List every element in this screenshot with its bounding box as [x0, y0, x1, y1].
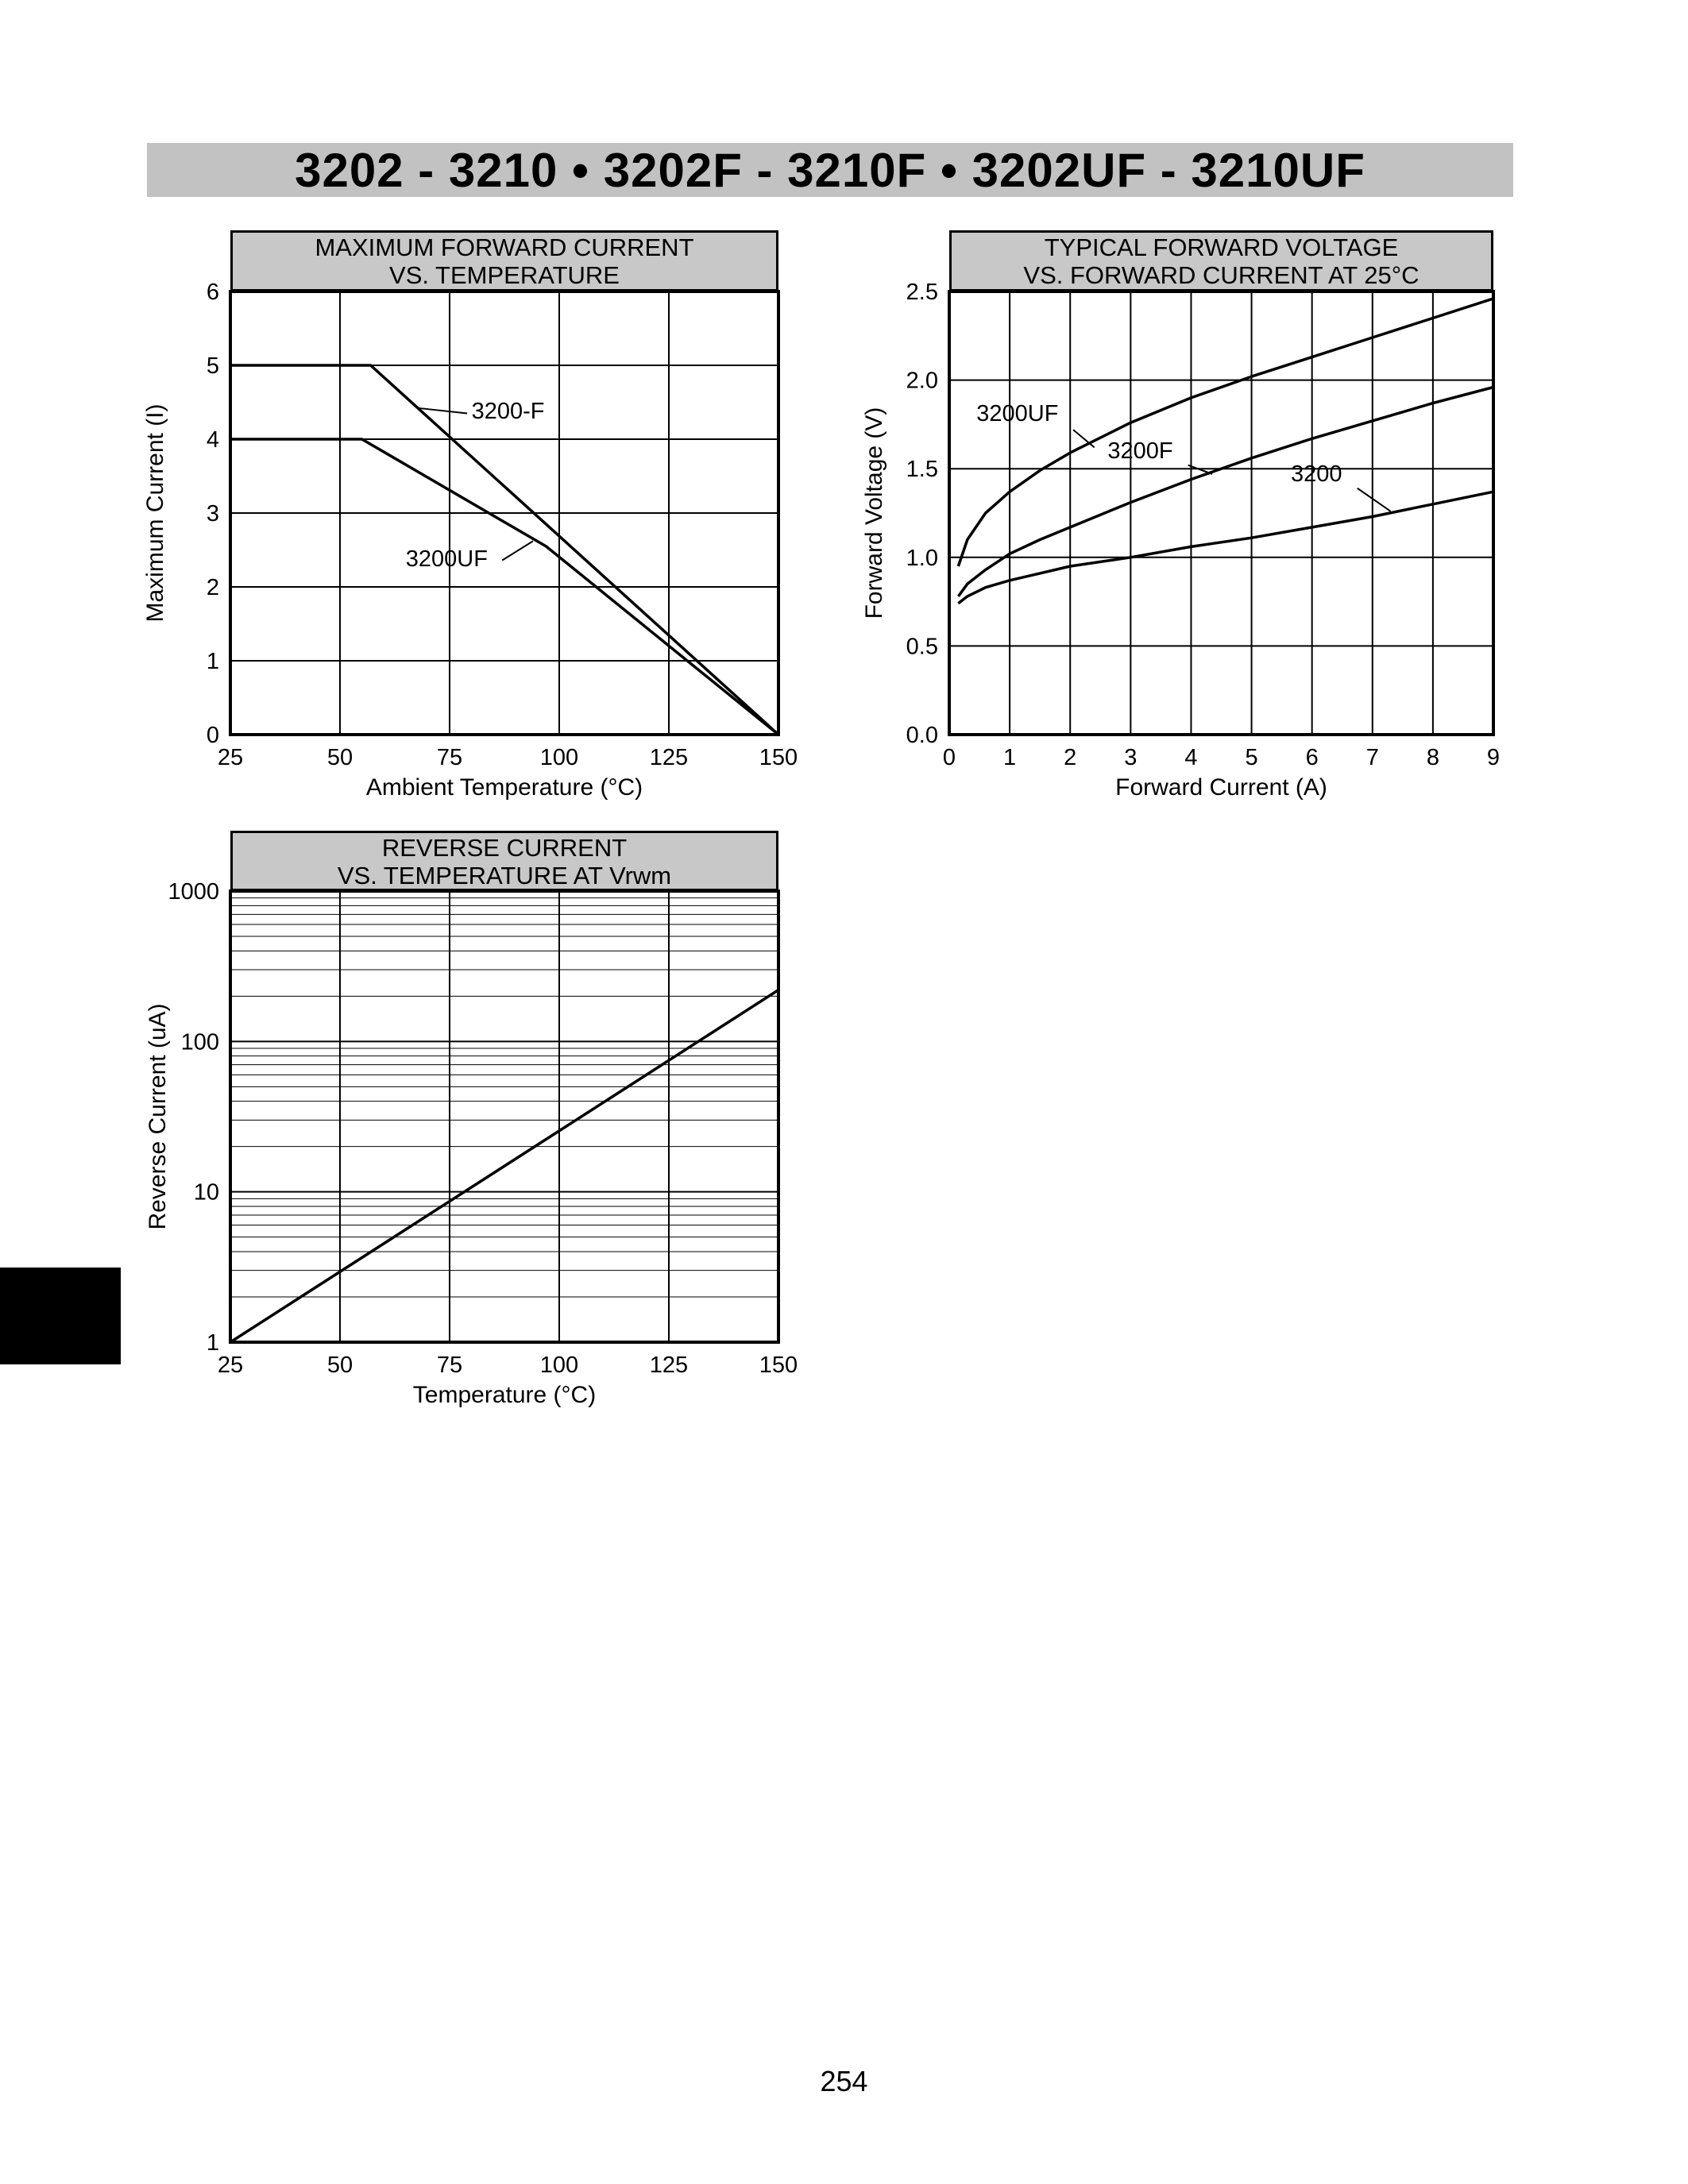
series-3200UF [956, 297, 1494, 567]
x-tick-label: 0 [943, 745, 956, 770]
series-label-leader [1188, 464, 1213, 475]
series-label: 3200UF [406, 546, 488, 572]
x-tick-label: 125 [650, 1352, 688, 1378]
plot-border [229, 889, 780, 1344]
x-tick-label: 75 [437, 745, 462, 770]
x-tick-label: 5 [1245, 745, 1257, 770]
y-tick-label: 0 [207, 723, 219, 748]
chart-typical-forward-voltage: 3200UF 3200F 3200 0 1 2 3 4 5 6 7 8 9 0.0 0.5 1.0 1.5 2.0… [834, 230, 1557, 814]
chart-title-reverse-current: REVERSE CURRENT VS. TEMPERATURE AT Vrwm [230, 831, 778, 891]
chart-title-line2: VS. TEMPERATURE [389, 261, 620, 289]
x-tick-label: 3 [1124, 745, 1137, 770]
y-axis-title: Reverse Current (uA) [145, 1003, 171, 1229]
series-3200-F [230, 364, 780, 736]
chart-title-line1: REVERSE CURRENT [381, 834, 628, 862]
plot-area-reverse-current-vs-temperature: 25 50 75 100 125 150 1 10 100 1000 Temperature (°C… [145, 879, 798, 1408]
chart-canvas-max-forward-current: 3200-F 3200UF 25 50 75 100 125 150 0 1 2 3 4 5 6 Ambien… [142, 280, 798, 801]
x-tick-label: 100 [540, 1352, 578, 1378]
y-axis-title: Forward Voltage (V) [861, 407, 887, 619]
x-tick-label: 8 [1427, 745, 1439, 770]
y-tick-label: 10 [194, 1180, 219, 1206]
x-axis-title: Ambient Temperature (°C) [366, 774, 643, 801]
chart-title-line2: VS. TEMPERATURE AT Vrwm [337, 862, 672, 889]
series-3200 [957, 490, 1494, 605]
series-label-leader [1357, 487, 1392, 512]
y-grid [230, 365, 778, 662]
series-label: 3200F [1107, 438, 1172, 464]
series-3200UF [230, 438, 780, 736]
y-grid-minor [230, 897, 778, 1298]
x-tick-label: 125 [650, 745, 688, 770]
x-tick-label: 100 [540, 745, 578, 770]
y-tick-label: 1 [207, 1330, 219, 1356]
page-number: 254 [820, 2065, 868, 2097]
x-tick-label: 25 [218, 745, 243, 770]
page-edge-tab [0, 1268, 121, 1364]
x-tick-label: 25 [218, 1352, 243, 1378]
series-label-leader [419, 407, 468, 415]
series-label: 3200 [1291, 461, 1342, 487]
y-tick-label: 1000 [168, 879, 219, 905]
x-tick-label: 1 [1003, 745, 1016, 770]
chart-title-line1: MAXIMUM FORWARD CURRENT [315, 233, 694, 261]
chart-canvas-reverse-current: 25 50 75 100 125 150 1 10 100 1000 Temperature (°C… [145, 879, 798, 1408]
x-axis-title: Temperature (°C) [413, 1382, 596, 1408]
chart-canvas-typical-forward-voltage: 3200UF 3200F 3200 0 1 2 3 4 5 6 7 8 9 0.0 0.5 1.0 1.5 2.0… [861, 280, 1500, 801]
x-tick-label: 150 [759, 1352, 798, 1378]
chart-title-typical-forward-voltage: TYPICAL FORWARD VOLTAGE VS. FORWARD CURR… [949, 230, 1493, 291]
chart-max-forward-current: 3200-F 3200UF 25 50 75 100 125 150 0 1 2 3 4 5 6 Ambien… [119, 230, 810, 814]
x-tick-label: 2 [1064, 745, 1076, 770]
y-tick-label: 1.5 [906, 457, 938, 482]
series-3200F [956, 385, 1494, 597]
series-label: 3200-F [472, 399, 545, 424]
x-tick-label: 75 [437, 1352, 462, 1378]
x-axis-title: Forward Current (A) [1115, 774, 1327, 801]
x-tick-label: 7 [1366, 745, 1379, 770]
x-tick-label: 50 [327, 745, 353, 770]
y-tick-label: 6 [207, 280, 219, 305]
page-title: 3202 - 3210 • 3202F - 3210F • 3202UF - 3… [295, 143, 1365, 197]
x-tick-label: 6 [1306, 745, 1319, 770]
x-tick-label: 9 [1487, 745, 1500, 770]
chart-title-max-forward-current: MAXIMUM FORWARD CURRENT VS. TEMPERATURE [230, 230, 778, 291]
chart-title-line1: TYPICAL FORWARD VOLTAGE [1044, 233, 1399, 261]
x-tick-label: 4 [1184, 745, 1197, 770]
series-label-leader [501, 540, 534, 561]
y-tick-label: 1.0 [906, 546, 938, 571]
y-tick-label: 0.0 [906, 723, 938, 748]
plot-area-max-forward-current-vs-temperature: 3200-F 3200UF 25 50 75 100 125 150 0 1 2 3 4 5 6 Ambien… [142, 280, 798, 801]
y-axis-title: Maximum Current (I) [142, 403, 168, 622]
x-grid [339, 891, 670, 1342]
plot-border [229, 290, 780, 736]
series-reverse-current [230, 989, 779, 1344]
plot-area-typical-forward-voltage-vs-forward-current: 3200UF 3200F 3200 0 1 2 3 4 5 6 7 8 9 0.0 0.5 1.0 1.5 2.0… [861, 280, 1500, 801]
chart-reverse-current: 25 50 75 100 125 150 1 10 100 1000 Temperature (°C… [119, 826, 810, 1453]
y-tick-label: 4 [207, 427, 219, 453]
y-tick-label: 0.5 [906, 634, 938, 659]
y-tick-label: 3 [207, 501, 219, 527]
chart-title-line2: VS. FORWARD CURRENT AT 25°C [1023, 261, 1420, 289]
y-tick-label: 100 [181, 1029, 219, 1055]
y-tick-label: 2.5 [906, 280, 938, 305]
plot-border [948, 290, 1495, 736]
page-header: 3202 - 3210 • 3202F - 3210F • 3202UF - 3… [147, 143, 1513, 197]
x-tick-label: 150 [759, 745, 798, 770]
x-grid [1009, 291, 1434, 735]
series-label: 3200UF [976, 401, 1058, 426]
x-tick-label: 50 [327, 1352, 353, 1378]
y-tick-label: 1 [207, 649, 219, 674]
y-grid [230, 1040, 778, 1193]
series-label-leader [1072, 429, 1095, 449]
y-tick-label: 2 [207, 575, 219, 600]
y-tick-label: 5 [207, 353, 219, 379]
y-tick-label: 2.0 [906, 369, 938, 394]
